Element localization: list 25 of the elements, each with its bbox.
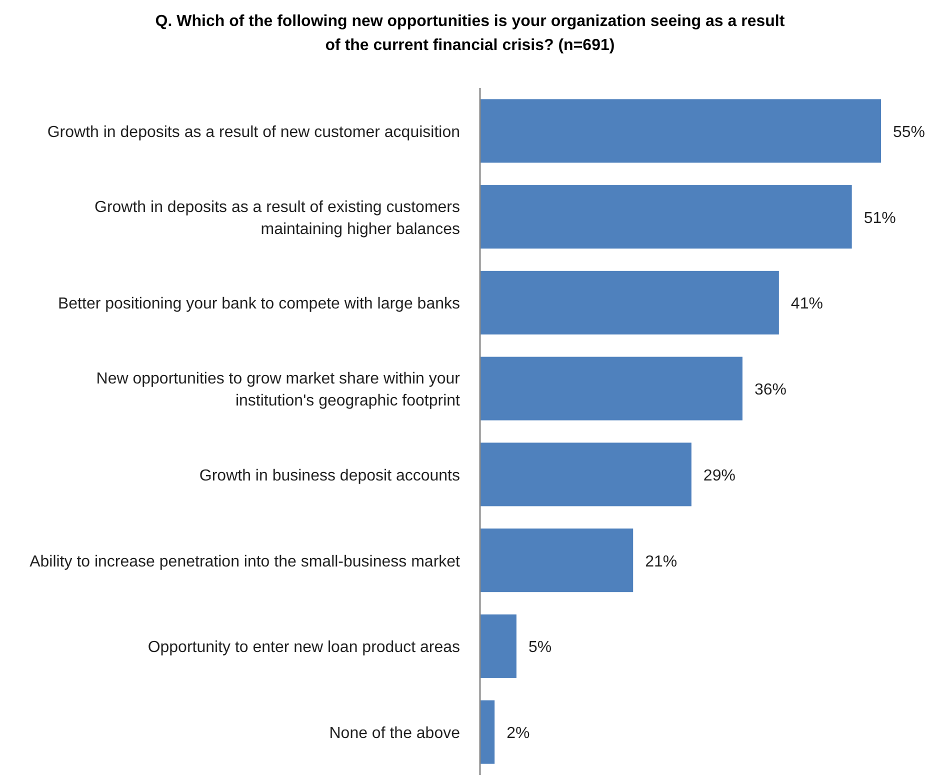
bar (480, 356, 742, 420)
bar (480, 270, 779, 334)
y-tick-label: Better positioning your bank to compete with large banks (58, 296, 460, 313)
data-label: 2% (506, 725, 530, 742)
y-tick-label: Growth in deposits as a result of existing customers maintaining higher balances (94, 198, 460, 238)
data-label: 55% (893, 124, 926, 141)
y-tick-label: Ability to increase penetration into the small-business market (30, 553, 461, 570)
bar (480, 528, 634, 592)
bar (480, 614, 516, 678)
bar (480, 442, 692, 506)
y-tick-label: Opportunity to enter new loan product areas (148, 639, 460, 656)
bar (480, 185, 852, 249)
data-label: 51% (864, 210, 896, 227)
data-label: 5% (528, 639, 552, 656)
y-tick-label: Growth in deposits as a result of new customer acquisition (47, 124, 460, 141)
data-label: 41% (790, 296, 823, 313)
y-tick-label: New opportunities to grow market share within your institution's geographic footprint (96, 370, 461, 410)
data-label: 36% (754, 382, 787, 399)
y-tick-label: Growth in business deposit accounts (199, 467, 460, 484)
chart-title: Q. Which of the following new opportunities is your organization seeing as a result of the current financial crisis? (n=691) (155, 13, 786, 54)
bar (480, 700, 495, 764)
data-label: 21% (645, 553, 678, 570)
data-label: 29% (703, 467, 736, 484)
bar (480, 99, 881, 163)
y-tick-label: None of the above (329, 725, 460, 742)
